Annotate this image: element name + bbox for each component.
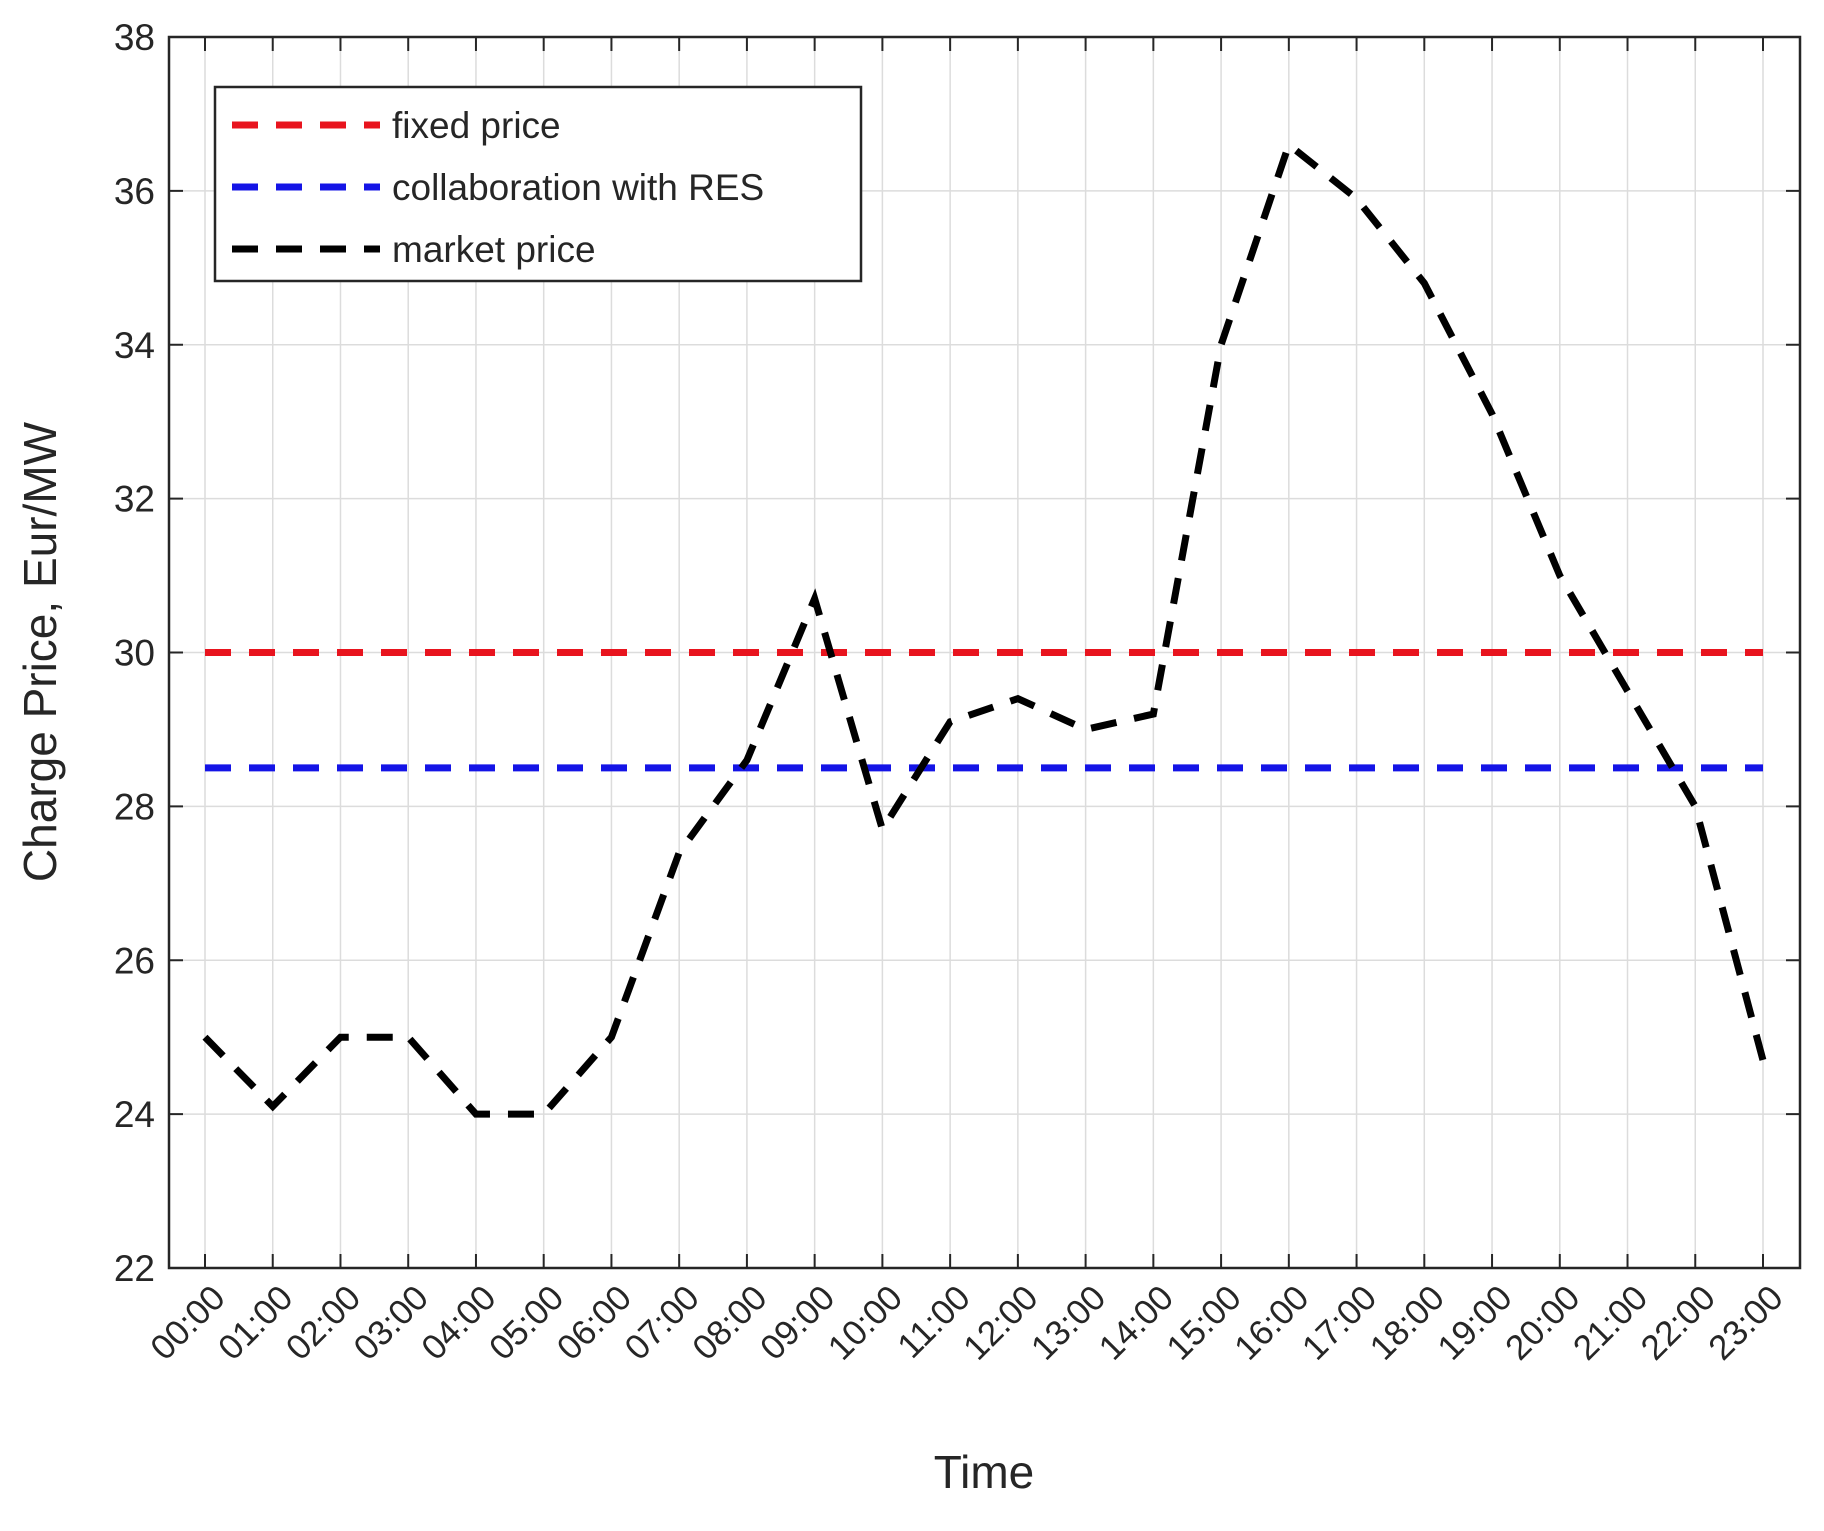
- x-axis-label: Time: [934, 1446, 1035, 1498]
- legend: fixed price collaboration with RES market …: [213, 85, 863, 283]
- y-tick-label: 22: [114, 1248, 155, 1289]
- y-tick-label: 36: [114, 171, 155, 212]
- y-tick-label: 32: [114, 479, 155, 520]
- axes-box: [167, 35, 1802, 1270]
- y-tick-label: 34: [114, 325, 155, 366]
- legend-label: collaboration with RES: [392, 167, 764, 208]
- legend-label: market price: [392, 229, 596, 270]
- y-axis-label: Charge Price, Eur/MW: [14, 421, 66, 882]
- data-line: [202, 138, 1767, 1118]
- y-tick-label: 38: [114, 17, 155, 58]
- y-tick-label: 28: [114, 786, 155, 827]
- y-tick-label: 30: [114, 633, 155, 674]
- y-tick-label: 26: [114, 940, 155, 981]
- y-tick-label: 24: [114, 1094, 155, 1135]
- legend-label: fixed price: [392, 105, 561, 146]
